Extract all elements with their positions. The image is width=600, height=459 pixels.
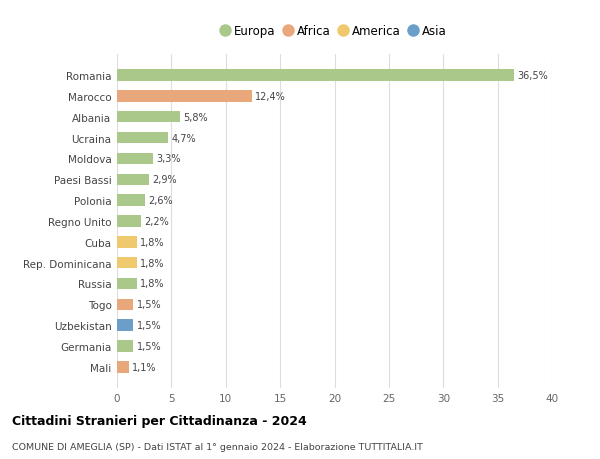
Text: 2,6%: 2,6% (149, 196, 173, 206)
Text: 1,5%: 1,5% (137, 341, 161, 351)
Bar (117, 320, 133, 331)
Bar (117, 278, 137, 290)
Text: 1,1%: 1,1% (132, 362, 157, 372)
Text: 1,8%: 1,8% (140, 237, 164, 247)
Text: 1,5%: 1,5% (137, 300, 161, 310)
Bar (117, 174, 149, 185)
Bar (117, 236, 137, 248)
Text: 1,8%: 1,8% (140, 279, 164, 289)
Text: Cittadini Stranieri per Cittadinanza - 2024: Cittadini Stranieri per Cittadinanza - 2… (12, 414, 307, 428)
Bar (117, 112, 180, 123)
Bar (117, 299, 133, 310)
Text: 2,2%: 2,2% (144, 217, 169, 226)
Bar (117, 133, 168, 144)
Bar (117, 341, 133, 352)
Text: 4,7%: 4,7% (172, 133, 196, 143)
Text: 5,8%: 5,8% (184, 112, 208, 123)
Bar (117, 153, 153, 165)
Text: 3,3%: 3,3% (156, 154, 181, 164)
Text: 1,8%: 1,8% (140, 258, 164, 268)
Bar (117, 361, 129, 373)
Bar (117, 91, 252, 102)
Bar (117, 195, 145, 207)
Text: 36,5%: 36,5% (517, 71, 548, 81)
Text: 1,5%: 1,5% (137, 320, 161, 330)
Legend: Europa, Africa, America, Asia: Europa, Africa, America, Asia (219, 21, 450, 41)
Text: COMUNE DI AMEGLIA (SP) - Dati ISTAT al 1° gennaio 2024 - Elaborazione TUTTITALIA: COMUNE DI AMEGLIA (SP) - Dati ISTAT al 1… (12, 442, 423, 451)
Text: 2,9%: 2,9% (152, 175, 176, 185)
Text: 12,4%: 12,4% (255, 92, 286, 102)
Bar (117, 70, 514, 82)
Bar (117, 216, 141, 227)
Bar (117, 257, 137, 269)
